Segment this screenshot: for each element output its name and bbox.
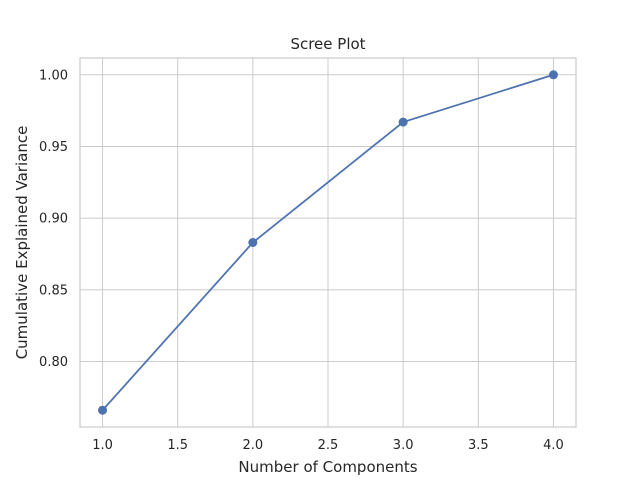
y-tick-label: 1.00: [39, 68, 68, 83]
y-tick-label: 0.85: [39, 283, 68, 298]
data-point: [548, 70, 558, 80]
y-tick-label: 0.80: [39, 355, 68, 370]
y-axis-label: Cumulative Explained Variance: [13, 126, 31, 360]
plot-frame: [79, 57, 577, 428]
x-tick-label: 1.5: [167, 438, 188, 453]
tick-labels: 1.0 1.5 2.0 2.5 3.0 3.5 4.0 0.80 0.85 0.90 0.95 1.0…: [39, 68, 564, 453]
x-tick-label: 1.0: [92, 438, 113, 453]
x-tick-label: 2.0: [243, 438, 264, 453]
series: [98, 70, 558, 415]
chart-title: Scree Plot: [290, 35, 365, 53]
x-axis-label: Number of Components: [238, 458, 417, 476]
data-point: [98, 405, 108, 415]
series-line: [101, 73, 554, 411]
data-point: [398, 117, 408, 127]
x-tick-label: 2.5: [318, 438, 339, 453]
data-point: [248, 238, 258, 247]
x-tick-label: 4.0: [543, 438, 564, 453]
y-tick-label: 0.95: [39, 140, 68, 155]
y-tick-label: 0.90: [39, 212, 68, 227]
x-tick-label: 3.5: [468, 438, 489, 453]
x-tick-label: 3.0: [393, 438, 414, 453]
